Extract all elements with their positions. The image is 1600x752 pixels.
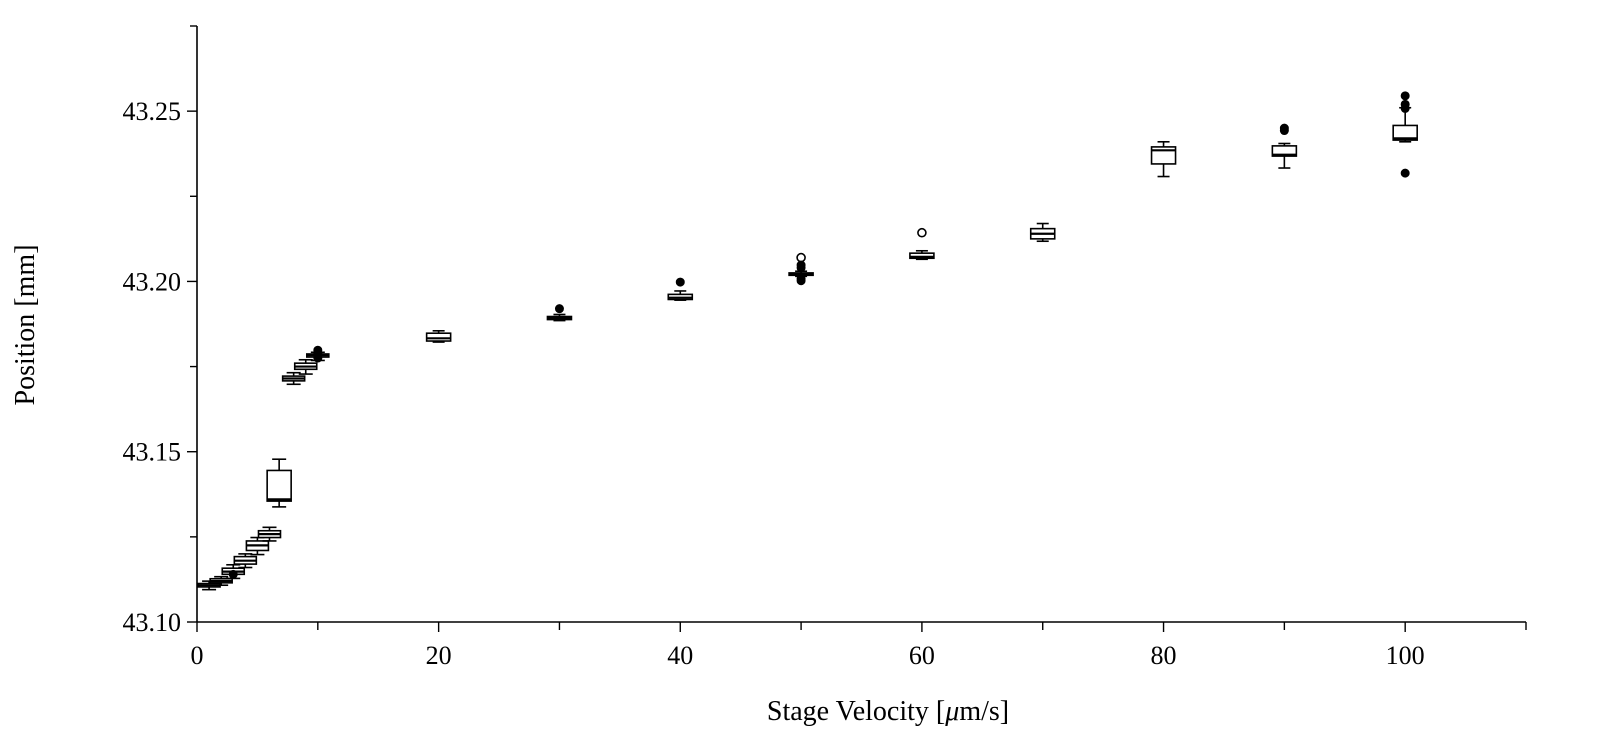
box-group xyxy=(233,553,258,569)
box-group xyxy=(257,526,282,542)
x-axis-title: Stage Velocity [μm/s] xyxy=(767,696,1009,727)
box-group xyxy=(293,358,318,375)
outlier-point xyxy=(554,304,564,314)
box-group xyxy=(909,227,935,261)
box-group xyxy=(245,536,270,556)
box-group xyxy=(266,458,292,508)
y-axis-title: Position [mm] xyxy=(10,244,41,405)
y-tick-label: 43.25 xyxy=(123,97,182,126)
x-tick-label: 80 xyxy=(1151,641,1177,670)
x-tick-label: 0 xyxy=(191,641,204,670)
outlier-point xyxy=(675,277,685,287)
x-tick-label: 40 xyxy=(667,641,693,670)
y-tick-label: 43.20 xyxy=(123,267,182,296)
axes: 0 20 40 60 80 100 43.10 43.15 43.20 43.25 xyxy=(123,25,1527,670)
box xyxy=(266,469,292,502)
y-tick-label: 43.10 xyxy=(123,608,182,637)
box-group xyxy=(667,277,694,301)
outlier-point xyxy=(796,276,806,286)
plot-marks xyxy=(197,91,1418,591)
outlier-point xyxy=(1400,168,1410,178)
x-tick-label: 60 xyxy=(909,641,935,670)
outlier-point xyxy=(1400,91,1410,101)
outlier-point xyxy=(1400,103,1410,113)
box xyxy=(1271,145,1298,157)
box-group xyxy=(306,345,330,363)
box-group xyxy=(788,252,814,286)
box-group xyxy=(1029,222,1056,243)
outlier-point xyxy=(228,569,238,579)
box-group xyxy=(281,371,306,386)
box-group xyxy=(1150,140,1177,178)
outlier-point xyxy=(796,252,806,263)
box xyxy=(909,252,935,260)
x-tick-label: 20 xyxy=(426,641,452,670)
x-tick-label: 100 xyxy=(1386,641,1425,670)
box-group xyxy=(546,304,573,322)
box xyxy=(425,332,452,342)
box-group xyxy=(425,330,452,343)
outlier-point xyxy=(313,353,323,363)
box xyxy=(1392,124,1418,141)
y-tick-label: 43.15 xyxy=(123,438,182,467)
outlier-point xyxy=(917,227,927,238)
box-group xyxy=(1271,123,1298,169)
box-group xyxy=(209,575,233,587)
outlier-point xyxy=(796,263,806,273)
outlier-point xyxy=(1279,126,1289,136)
box-group xyxy=(1392,91,1418,178)
